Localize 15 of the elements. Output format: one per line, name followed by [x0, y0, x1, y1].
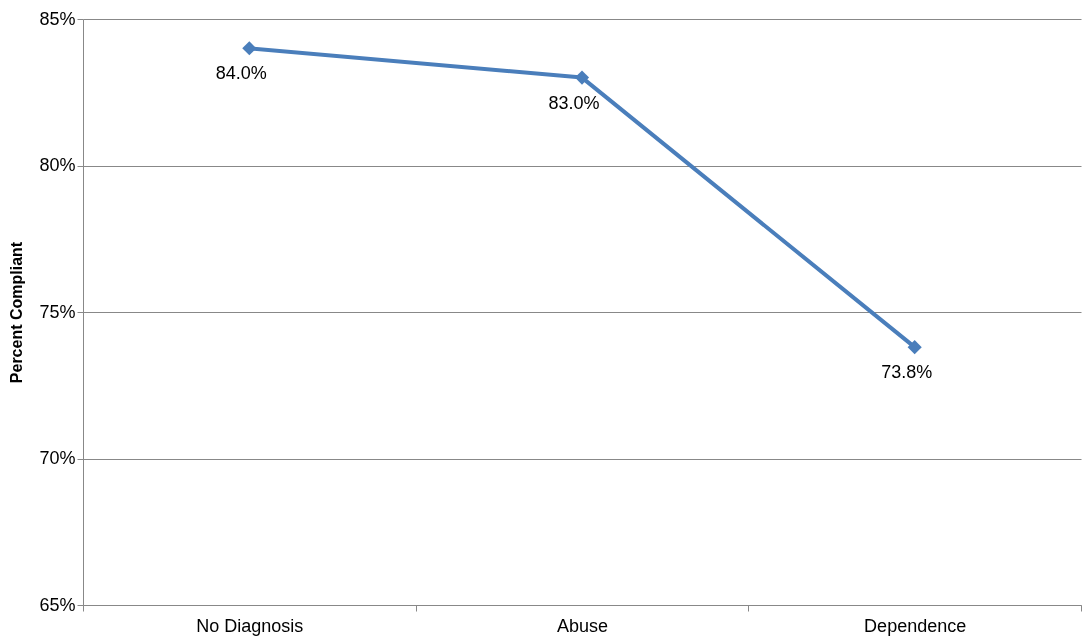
y-tick-label: 80% — [39, 155, 76, 175]
data-label: 84.0% — [215, 63, 267, 84]
data-label: 83.0% — [548, 92, 600, 113]
y-tick-label: 70% — [39, 448, 76, 468]
point — [574, 70, 590, 85]
y-tick-label: 85% — [39, 8, 76, 29]
point — [907, 340, 922, 355]
y-tick-label: 75% — [39, 301, 76, 322]
y-tick-label: 65% — [39, 594, 76, 615]
x-tick-label: Dependence — [864, 615, 967, 636]
x-tick-label: No Diagnosis — [196, 615, 304, 636]
x-tick-label: Abuse — [556, 615, 609, 636]
data-label: 73.8% — [881, 362, 933, 383]
y-axis-title: Percent Compliant — [8, 241, 26, 384]
point — [242, 41, 257, 56]
